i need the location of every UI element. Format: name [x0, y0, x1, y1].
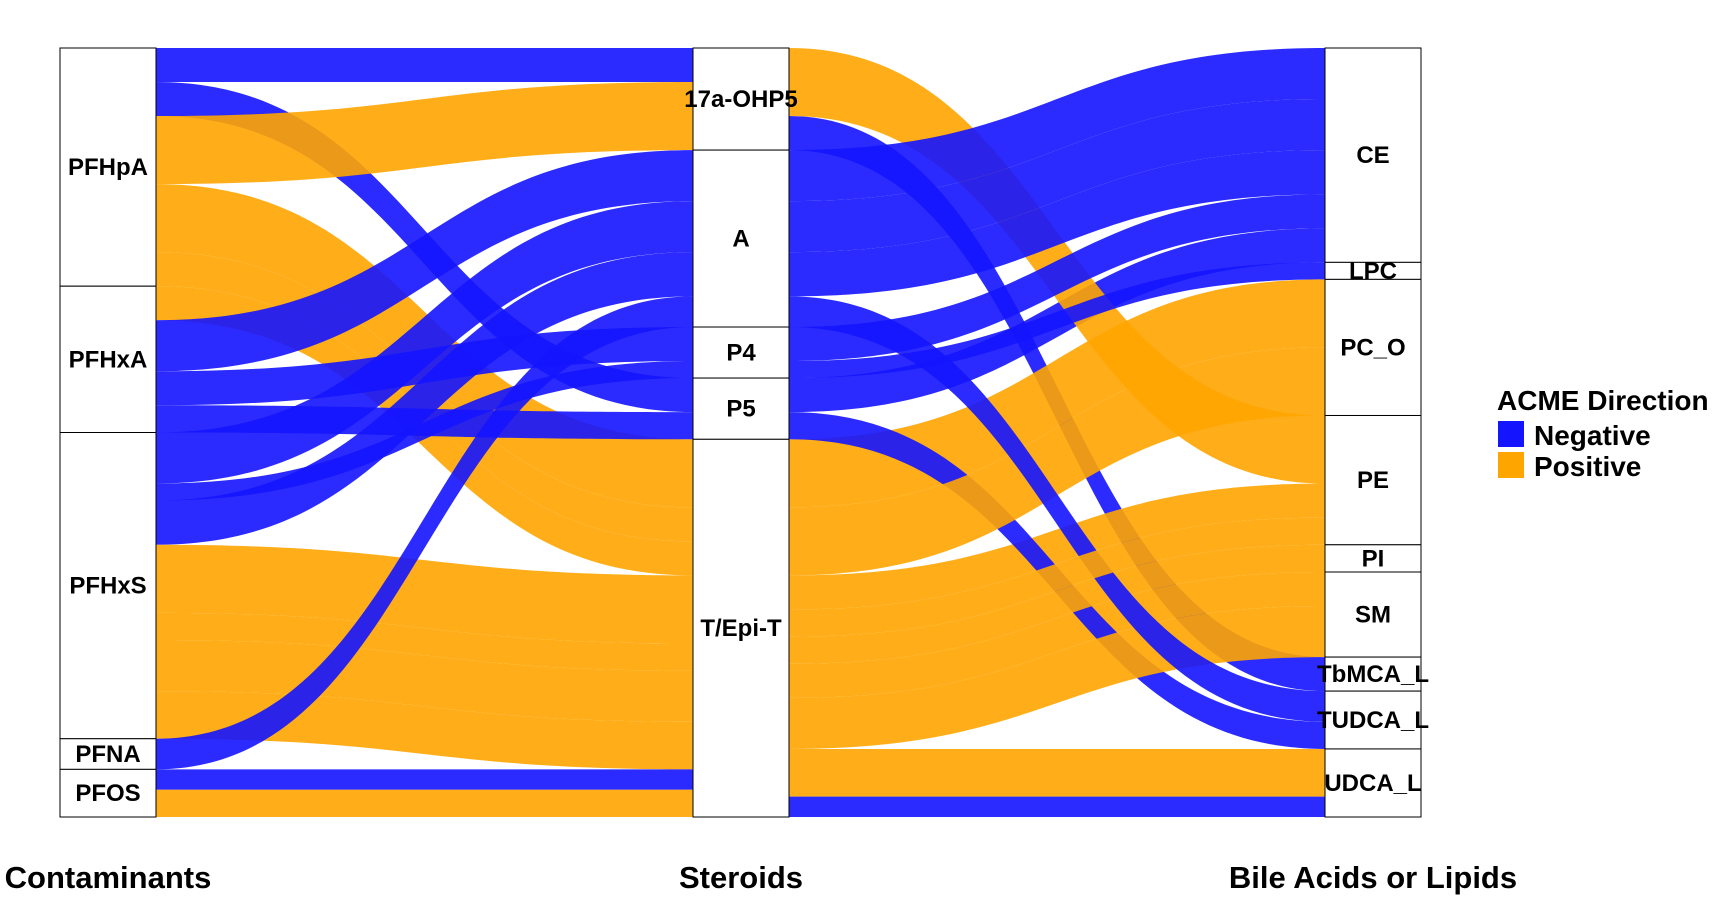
flow-contaminant-steroid-3 — [156, 82, 693, 185]
stratum-label-ce: CE — [1356, 142, 1389, 169]
stratum-box-pc-o — [1324, 278, 1422, 416]
flow-steroid-lipid-16 — [789, 748, 1325, 797]
stratum-label-pfhpa: PFHpA — [68, 154, 148, 181]
stratum-box-tbmca-l — [1324, 656, 1422, 692]
stratum-label-tudca-l: TUDCA_L — [1317, 707, 1429, 734]
stratum-label-pc-o: PC_O — [1340, 334, 1405, 361]
legend-swatch-negative — [1498, 421, 1524, 447]
flow-contaminant-steroid-14 — [156, 612, 693, 671]
stratum-label-pfhxs: PFHxS — [69, 573, 146, 600]
flow-layer — [156, 48, 1325, 817]
legend-label-negative: Negative — [1534, 420, 1651, 451]
stratum-label-17a-ohp5: 17a-OHP5 — [684, 86, 797, 113]
flow-steroid-lipid-18 — [789, 796, 1325, 817]
flow-steroid-lipid-17 — [789, 296, 1325, 722]
stratum-label-tbmca-l: TbMCA_L — [1317, 661, 1429, 688]
stratum-box-pi — [1324, 544, 1422, 573]
stratum-box-17a-ohp5 — [692, 47, 790, 151]
stratum-label-pfhxa: PFHxA — [69, 346, 148, 373]
stratum-label-udca-l: UDCA_L — [1324, 770, 1421, 797]
flow-contaminant-steroid-11 — [156, 361, 693, 501]
flow-contaminant-steroid-13 — [156, 544, 693, 644]
legend-label-positive: Positive — [1534, 451, 1641, 482]
legend-swatch-positive — [1498, 452, 1524, 478]
flow-steroid-lipid-8 — [789, 194, 1325, 362]
flow-contaminant-steroid-10 — [156, 201, 693, 484]
flow-steroid-lipid-11 — [789, 262, 1325, 379]
axis-label-steroids: Steroids — [679, 860, 803, 895]
axis-label-layer: Contaminants Steroids Bile Acids or Lipi… — [5, 860, 1517, 895]
flow-contaminant-steroid-18 — [156, 769, 693, 790]
flow-steroid-lipid-13 — [789, 347, 1325, 576]
flow-contaminant-steroid-19 — [156, 789, 693, 817]
axis-label-contaminants: Contaminants — [5, 860, 212, 895]
strata-layer: PFHpA PFHxA PFHxS PFNA PFOS 17a-OHP5 A P4 P5 T/Ep… — [59, 47, 1429, 818]
stratum-label-pe: PE — [1357, 467, 1389, 494]
flow-contaminant-steroid-17 — [156, 296, 693, 770]
stratum-box-p4 — [692, 326, 790, 379]
stratum-label-sm: SM — [1355, 602, 1391, 629]
legend: ACME Direction Negative Positive — [1497, 385, 1709, 482]
stratum-box-tudca-l — [1324, 690, 1422, 750]
stratum-box-pfos — [59, 768, 157, 818]
flow-steroid-lipid-15 — [789, 606, 1325, 749]
stratum-label-t-epi-t: T/Epi-T — [700, 615, 782, 642]
axis-label-bile-acids-lipids: Bile Acids or Lipids — [1229, 860, 1517, 895]
flow-contaminant-steroid-15 — [156, 640, 693, 722]
stratum-label-p4: P4 — [726, 340, 756, 367]
stratum-box-ce — [1324, 47, 1422, 263]
stratum-label-a: A — [732, 226, 749, 253]
flow-steroid-lipid-7 — [789, 48, 1325, 202]
stratum-box-pfhxa — [59, 285, 157, 434]
stratum-label-pfos: PFOS — [75, 780, 140, 807]
legend-title: ACME Direction — [1497, 385, 1709, 416]
flow-contaminant-steroid-1 — [156, 48, 693, 83]
stratum-box-udca-l — [1324, 748, 1422, 818]
flow-steroid-lipid-5 — [789, 572, 1325, 698]
flow-contaminant-steroid-12 — [156, 252, 693, 545]
flow-steroid-lipid-10 — [789, 99, 1325, 253]
stratum-label-pfna: PFNA — [75, 741, 140, 768]
stratum-box-t-epi-t — [692, 438, 790, 818]
flow-contaminant-steroid-7 — [156, 150, 693, 372]
flow-steroid-lipid-12 — [789, 150, 1325, 297]
flow-steroid-lipid-14 — [789, 544, 1325, 664]
stratum-box-sm — [1324, 571, 1422, 658]
stratum-label-p5: P5 — [726, 396, 755, 423]
flow-steroid-lipid-19 — [789, 517, 1325, 637]
stratum-box-a — [692, 149, 790, 328]
stratum-box-pfna — [59, 738, 157, 770]
stratum-box-pfhxs — [59, 432, 157, 740]
flow-steroid-lipid-6 — [789, 483, 1325, 610]
stratum-label-pi: PI — [1362, 545, 1385, 572]
stratum-box-p5 — [692, 377, 790, 440]
